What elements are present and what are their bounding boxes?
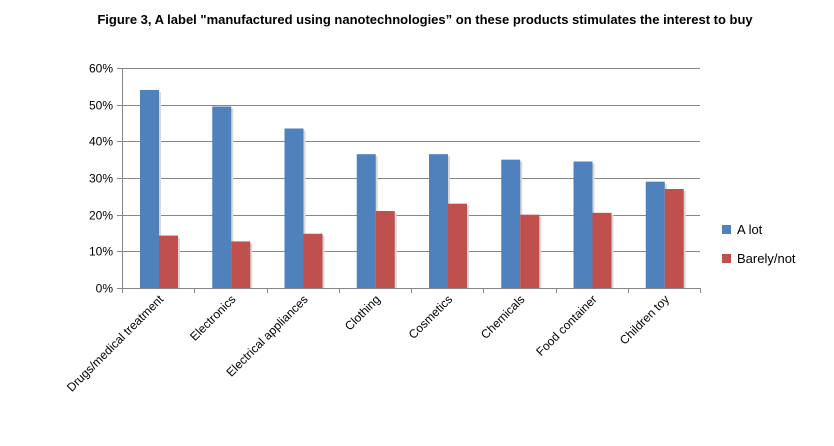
y-axis-tick-label: 40% (89, 135, 113, 149)
bar-barely-not-2 (303, 233, 323, 288)
y-axis-tick-label: 0% (96, 282, 114, 296)
x-axis-tick-label: Cosmetics (406, 292, 456, 342)
bar-a-lot-7 (645, 181, 665, 288)
bar-barely-not-3 (375, 211, 395, 288)
bar-a-lot-4 (429, 154, 448, 288)
x-axis-tick-label: Electronics (187, 292, 238, 343)
x-axis-tick-label: Children toy (617, 292, 672, 347)
bar-a-lot-6 (573, 161, 593, 288)
legend-label-a-lot: A lot (737, 222, 763, 237)
y-axis-tick-label: 50% (89, 99, 113, 113)
x-axis-tick-label: Clothing (342, 292, 383, 333)
bar-a-lot-1 (212, 106, 232, 288)
x-axis-tick-labels: Drugs/medical treatment ElectronicsElectr… (64, 292, 672, 395)
bars (140, 90, 686, 288)
x-axis-tick-label: Food container (533, 292, 600, 359)
y-axis-tick-label: 60% (89, 62, 113, 76)
bar-a-lot-2 (284, 128, 304, 288)
y-axis-tick-label: 10% (89, 245, 113, 259)
x-axis-tick-label: Chemicals (478, 292, 528, 342)
legend-swatch-a-lot (722, 225, 731, 234)
bar-a-lot-0 (140, 90, 159, 288)
chart-title: Figure 3, A label "manufactured using na… (97, 12, 753, 27)
bar-a-lot-3 (356, 154, 376, 288)
legend-swatch-barely-not (722, 254, 731, 263)
legend-label-barely-not: Barely/not (737, 251, 796, 266)
y-axis-tick-label: 30% (89, 172, 113, 186)
bar-barely-not-1 (231, 241, 251, 288)
x-axis-tick-label: Electrical appliances (223, 292, 310, 379)
y-axis-tick-labels: 0% 10% 20% 30% 40% 50% 60% (89, 62, 113, 296)
bar-a-lot-5 (501, 159, 521, 288)
legend: A lot Barely/not (722, 222, 796, 266)
x-axis-tick-label: Drugs/medical treatment (64, 292, 167, 395)
bar-barely-not-5 (520, 214, 540, 288)
bar-barely-not-6 (592, 212, 612, 288)
axes (117, 68, 701, 293)
bar-barely-not-0 (159, 235, 178, 288)
bar-barely-not-7 (664, 189, 684, 288)
y-axis-tick-label: 20% (89, 209, 113, 223)
bar-barely-not-4 (448, 203, 467, 288)
